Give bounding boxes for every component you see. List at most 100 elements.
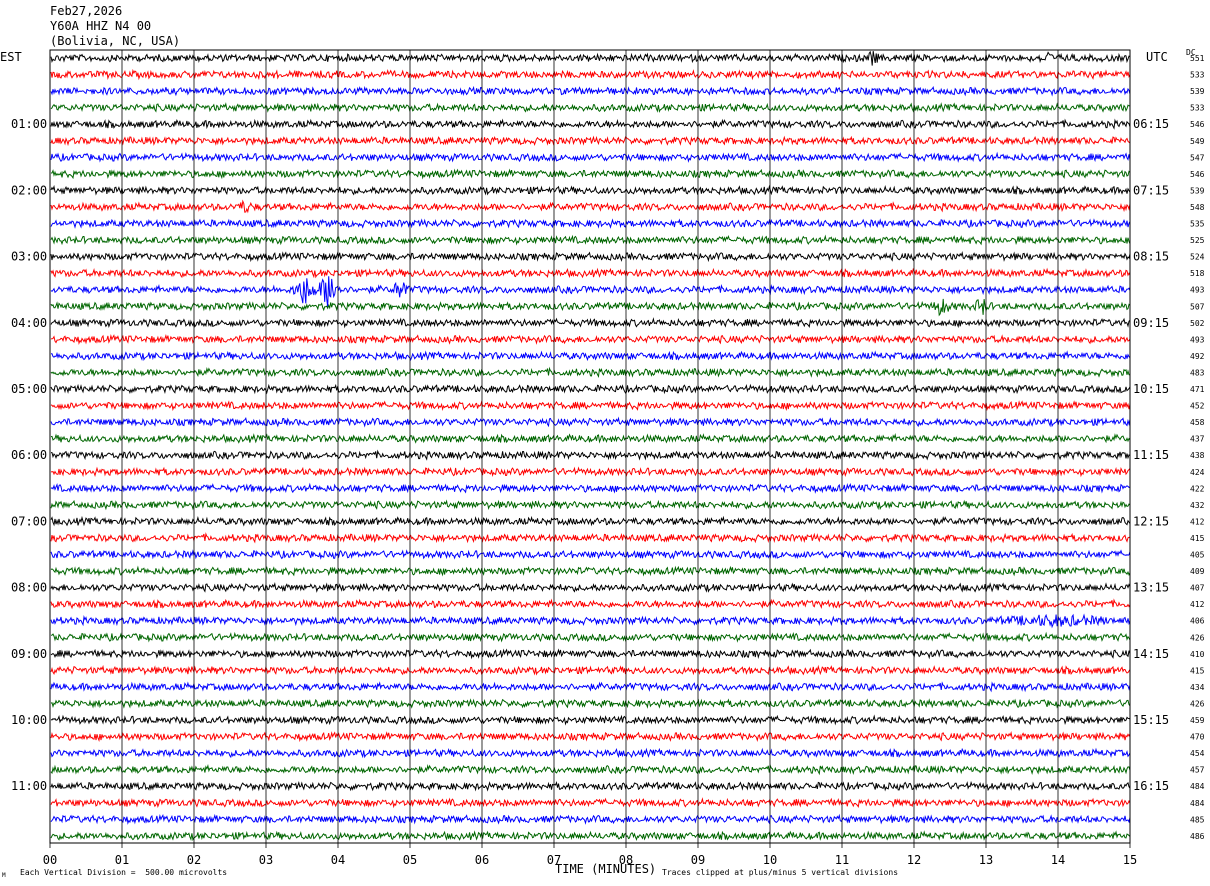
x-tick-label: 04 <box>331 853 345 867</box>
dc-offset-label: 415 <box>1190 666 1205 675</box>
trace-line-9 <box>50 184 1131 196</box>
dc-offset-label: 415 <box>1190 534 1205 543</box>
dc-offset-label: 410 <box>1190 650 1205 659</box>
left-hour-label: 11:00 <box>11 779 47 793</box>
dc-offset-label: 525 <box>1190 236 1205 245</box>
dc-offset-label: 412 <box>1190 517 1205 526</box>
trace-line-48 <box>50 830 1131 842</box>
scale-note: Each Vertical Division = 500.00 microvol… <box>20 868 228 877</box>
x-tick-label: 13 <box>979 853 993 867</box>
right-hour-label: 13:15 <box>1133 581 1169 595</box>
trace-line-2 <box>50 68 1131 81</box>
x-axis-title: TIME (MINUTES) <box>555 862 657 876</box>
trace-line-46 <box>50 797 1131 809</box>
dc-offset-label: 551 <box>1190 54 1205 63</box>
trace-line-18 <box>50 333 1131 345</box>
dc-offset-label: 437 <box>1190 435 1205 444</box>
trace-line-12 <box>50 234 1131 246</box>
left-hour-label: 02:00 <box>11 183 47 197</box>
x-tick-label: 01 <box>115 853 129 867</box>
dc-offset-label: 502 <box>1190 319 1205 328</box>
dc-offset-label: 426 <box>1190 633 1205 642</box>
x-tick-label: 12 <box>907 853 921 867</box>
dc-offset-label: 407 <box>1190 584 1205 593</box>
clip-note: Traces clipped at plus/minus 5 vertical … <box>662 868 899 877</box>
right-hour-label: 11:15 <box>1133 448 1169 462</box>
trace-line-20 <box>50 366 1131 379</box>
trace-line-8 <box>51 168 1131 180</box>
trace-line-16 <box>50 298 1131 317</box>
trace-line-25 <box>51 449 1131 461</box>
trace-line-3 <box>50 85 1131 97</box>
dc-offset-label: 470 <box>1190 733 1205 742</box>
trace-line-6 <box>50 135 1131 147</box>
trace-line-40 <box>50 698 1131 709</box>
trace-line-30 <box>50 532 1130 544</box>
dc-offset-label: 426 <box>1190 699 1205 708</box>
trace-line-23 <box>50 416 1131 428</box>
x-tick-label: 15 <box>1123 853 1137 867</box>
trace-line-39 <box>50 681 1131 693</box>
dc-offset-label: 454 <box>1190 749 1205 758</box>
dc-offset-label: 412 <box>1190 600 1205 609</box>
dc-offset-label: 549 <box>1190 137 1205 146</box>
trace-line-10 <box>50 199 1131 214</box>
x-tick-label: 08 <box>619 853 633 867</box>
trace-group <box>50 50 1131 842</box>
dc-offset-label: 535 <box>1190 220 1205 229</box>
left-hour-label: 10:00 <box>11 713 47 727</box>
header-date: Feb27,2026 <box>50 4 123 18</box>
x-tick-label: 14 <box>1051 853 1065 867</box>
trace-line-41 <box>50 714 1131 726</box>
dc-offset-label: 457 <box>1190 766 1205 775</box>
x-tick-label: 07 <box>547 853 561 867</box>
dc-offset-label: 422 <box>1190 484 1205 493</box>
trace-line-11 <box>50 218 1131 229</box>
dc-offset-label: 546 <box>1190 170 1205 179</box>
trace-line-7 <box>50 151 1131 163</box>
dc-offset-label: 548 <box>1190 203 1205 212</box>
right-hour-label: 06:15 <box>1133 117 1169 131</box>
dc-offset-label: 492 <box>1190 352 1205 361</box>
trace-line-43 <box>50 747 1131 759</box>
trace-line-29 <box>50 515 1131 527</box>
x-tick-label: 06 <box>475 853 489 867</box>
trace-line-24 <box>50 433 1131 444</box>
trace-line-31 <box>50 549 1131 561</box>
left-hour-label: 08:00 <box>11 581 47 595</box>
trace-line-44 <box>50 763 1131 776</box>
axis-labels: 551 533 539 533 546 549 547 546 539 548 535 525 524 5… <box>11 54 1205 867</box>
corner-mark: M <box>2 872 6 879</box>
trace-line-33 <box>50 582 1131 593</box>
trace-line-15 <box>50 276 1131 308</box>
left-hour-label: 09:00 <box>11 647 47 661</box>
dc-offset-label: 471 <box>1190 385 1205 394</box>
dc-offset-label: 546 <box>1190 120 1205 129</box>
trace-line-45 <box>50 780 1131 792</box>
dc-offset-label: 483 <box>1190 368 1205 377</box>
dc-offset-label: 518 <box>1190 269 1205 278</box>
right-hour-label: 14:15 <box>1133 647 1169 661</box>
left-hour-label: 04:00 <box>11 316 47 330</box>
dc-offset-label: 507 <box>1190 302 1205 311</box>
x-tick-label: 03 <box>259 853 273 867</box>
trace-line-1 <box>50 50 1131 66</box>
dc-offset-label: 486 <box>1190 832 1205 841</box>
right-hour-label: 08:15 <box>1133 250 1169 264</box>
header-location: (Bolivia, NC, USA) <box>50 34 181 48</box>
x-tick-label: 00 <box>43 853 57 867</box>
trace-line-42 <box>50 731 1131 743</box>
trace-line-36 <box>50 631 1131 643</box>
trace-line-37 <box>50 648 1131 660</box>
dc-offset-label: 547 <box>1190 153 1205 162</box>
trace-line-21 <box>50 383 1131 395</box>
right-hour-label: 12:15 <box>1133 514 1169 528</box>
trace-line-38 <box>50 664 1131 676</box>
left-timezone-label: EST <box>0 50 22 64</box>
dc-offset-label: 493 <box>1190 286 1205 295</box>
trace-line-14 <box>50 267 1131 279</box>
dc-offset-label: 434 <box>1190 683 1205 692</box>
x-tick-label: 02 <box>187 853 201 867</box>
trace-line-28 <box>50 499 1131 511</box>
